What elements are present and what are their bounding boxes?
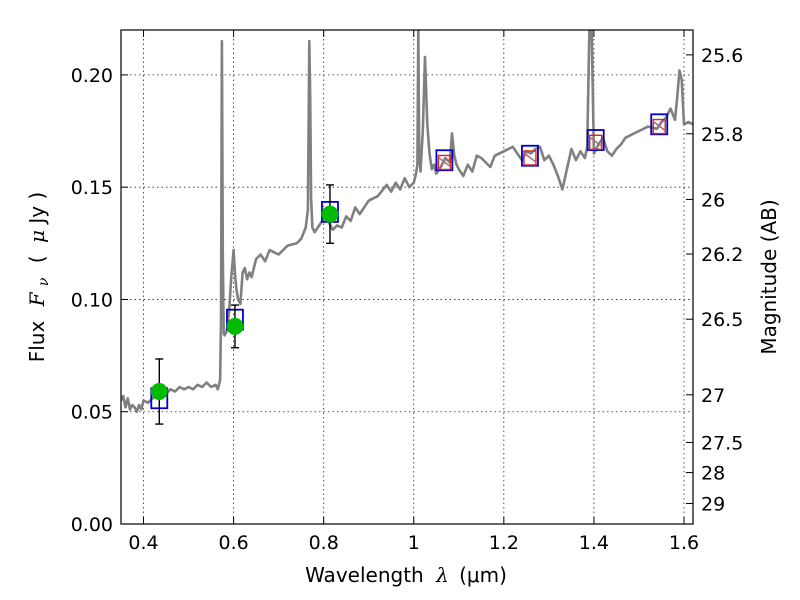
y-tick-label: 0.10 (71, 289, 113, 311)
x-axis-label-math: λ (435, 563, 449, 587)
y-tick-label: 0.20 (71, 65, 113, 87)
y2-tick-label: 25.6 (701, 45, 743, 67)
red-box-diagonal (523, 152, 537, 163)
model-box-marker (435, 149, 454, 172)
red-box-diagonal (652, 120, 666, 132)
y-tick-label: 0.15 (71, 177, 113, 199)
x-tick-label: 1.4 (579, 532, 609, 554)
x-axis-label-unit: (μm) (459, 563, 507, 587)
x-tick-label: 1.6 (669, 532, 699, 554)
photometry-point (226, 317, 244, 335)
y-axis-title: Flux F ν ( μ Jy ) (25, 192, 53, 363)
y2-tick-label: 27 (701, 385, 725, 407)
y2-tick-label: 25.8 (701, 124, 743, 146)
y-axis-label-unit-rest: Jy ) (25, 192, 49, 226)
spectrum-layer (121, 30, 693, 413)
y2-axis-title: Magnitude (AB) (757, 199, 781, 354)
y2-tick-label: 29 (701, 494, 725, 516)
photometry-point (321, 205, 339, 223)
photometry-point (150, 383, 168, 401)
x-axis-label: Wavelength (305, 563, 424, 587)
red-box-diagonal (589, 136, 603, 147)
red-box-marker (437, 154, 452, 171)
x-axis-title: Wavelength λ (μm) (305, 563, 507, 587)
plot-frame (120, 29, 694, 525)
y2-tick-label: 26 (701, 189, 725, 211)
y2-tick-label: 27.5 (701, 432, 743, 454)
y-axis-label-unit-open: ( (25, 255, 49, 263)
y-axis-label-math-sub: ν (36, 277, 52, 286)
spectrum-line (121, 30, 693, 413)
model-box-marker (521, 144, 539, 167)
y-tick-label: 0.00 (71, 514, 113, 536)
model-box-marker (650, 113, 669, 136)
x-tick-label: 0.4 (128, 532, 158, 554)
red-box-marker (589, 134, 603, 150)
red-box-marker (523, 150, 537, 166)
y-axis-label-unit-math: μ (25, 230, 49, 243)
y2-tick-label: 26.2 (701, 244, 743, 266)
y2-tick-label: 28 (701, 463, 725, 485)
y-axis-label-math: F (25, 291, 49, 307)
x-tick-label: 0.8 (309, 532, 339, 554)
y-tick-label: 0.05 (71, 402, 113, 424)
x-tick-label: 1.2 (489, 532, 519, 554)
x-tick-label: 1 (408, 532, 420, 554)
tick-layer: 0.4 0.6 0.8 1 1.2 1.4 1.6 0.00 0.05 0.10 0.15 0.20 2… (71, 30, 743, 554)
model-box-marker (586, 129, 605, 151)
x-tick-label: 0.6 (218, 532, 248, 554)
grid (121, 30, 693, 525)
red-box-marker (652, 118, 666, 135)
y2-tick-label: 26.5 (701, 309, 743, 331)
marker-layer (150, 113, 669, 425)
y-axis-label: Flux (25, 321, 49, 363)
red-box-diagonal (437, 156, 451, 168)
